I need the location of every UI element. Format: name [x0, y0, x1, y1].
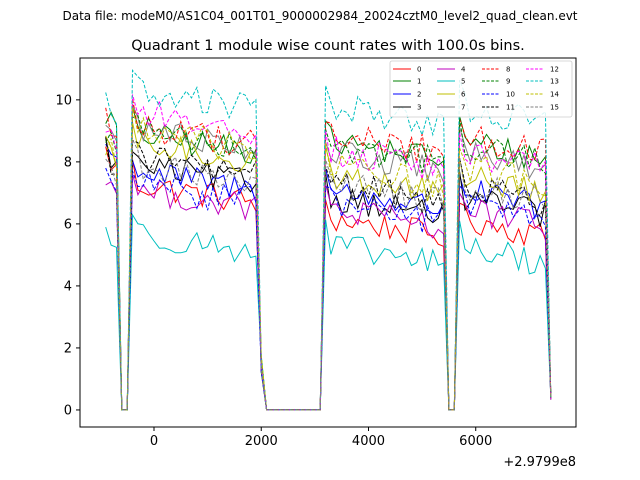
figure-suptitle: Data file: modeM0/AS1C04_001T01_90000029…: [62, 9, 577, 23]
series-line-2: [105, 143, 552, 411]
series-line-5: [105, 213, 552, 411]
legend-label-0: 0: [417, 66, 421, 74]
series-line-11: [105, 137, 552, 411]
plot-lines: [105, 68, 552, 411]
series-line-12: [105, 94, 552, 411]
series-line-8: [105, 98, 552, 411]
series-line-6: [105, 122, 552, 411]
y-tick-label: 8: [64, 155, 72, 170]
y-tick-label: 10: [55, 93, 72, 108]
series-line-4: [105, 173, 552, 411]
legend-label-14: 14: [550, 91, 559, 99]
legend-label-9: 9: [506, 78, 510, 86]
y-tick-label: 0: [64, 403, 72, 418]
legend-label-2: 2: [417, 91, 421, 99]
legend-label-8: 8: [506, 66, 510, 74]
legend-label-12: 12: [550, 66, 559, 74]
axes-frame: [79, 57, 577, 428]
series-line-0: [105, 146, 552, 411]
legend-label-11: 11: [506, 104, 515, 112]
series-line-3: [105, 136, 552, 411]
x-tick-label: 6000: [459, 434, 492, 449]
legend-frame: [389, 60, 573, 118]
y-axis: 0 2 4 6 8 10: [55, 93, 80, 418]
x-offset-label: +2.9799e8: [503, 455, 576, 470]
legend-label-15: 15: [550, 104, 559, 112]
chart-title: Quadrant 1 module wise count rates with …: [131, 38, 525, 54]
legend-label-3: 3: [417, 104, 421, 112]
y-tick-label: 6: [64, 217, 72, 232]
series-line-1: [105, 107, 552, 411]
x-tick-label: 4000: [352, 434, 385, 449]
legend-label-7: 7: [461, 104, 465, 112]
y-tick-label: 2: [64, 341, 72, 356]
x-axis: 0 2000 4000 6000: [150, 427, 492, 449]
series-line-14: [105, 107, 552, 411]
series-line-10: [105, 167, 552, 411]
legend-label-13: 13: [550, 78, 559, 86]
x-tick-label: 2000: [245, 434, 278, 449]
x-tick-label: 0: [150, 434, 158, 449]
legend-label-5: 5: [461, 78, 465, 86]
y-tick-label: 4: [64, 279, 72, 294]
legend-label-6: 6: [461, 91, 466, 99]
legend-label-4: 4: [461, 66, 466, 74]
legend-label-10: 10: [506, 91, 515, 99]
series-line-15: [105, 139, 552, 411]
legend-label-1: 1: [417, 78, 421, 86]
